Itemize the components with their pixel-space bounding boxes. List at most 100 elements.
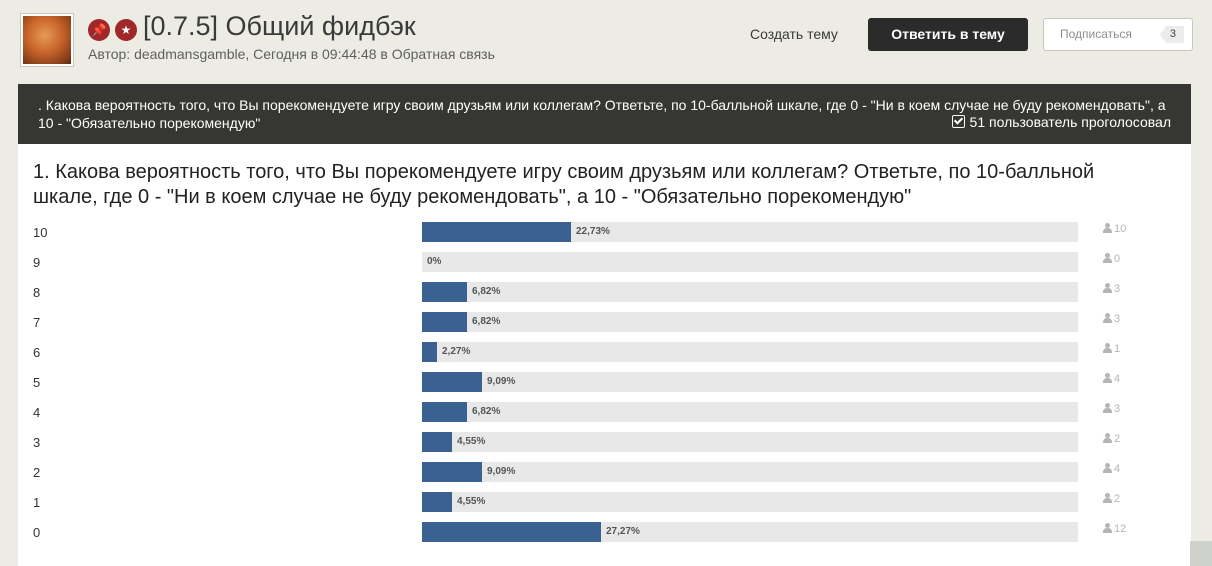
- user-icon: [1103, 253, 1112, 263]
- poll-option-vote-count: 4: [1114, 463, 1121, 475]
- poll-option-row: 1 4,55% 2: [18, 492, 1191, 522]
- user-icon: [1103, 433, 1112, 443]
- reply-button[interactable]: Ответить в тему: [868, 18, 1028, 51]
- poll-option-label: 5: [33, 375, 41, 390]
- poll-option-row: 5 9,09% 4: [18, 372, 1191, 402]
- poll-option-vote-count: 3: [1114, 403, 1121, 415]
- poll-option-row: 8 6,82% 3: [18, 282, 1191, 312]
- poll-option-row: 7 6,82% 3: [18, 312, 1191, 342]
- poll-bar-percent: 22,73%: [576, 226, 610, 237]
- poll-option-label: 2: [33, 465, 41, 480]
- poll-option-row: 10 22,73% 10: [18, 222, 1191, 252]
- user-icon: [1103, 343, 1112, 353]
- poll-bar-fill: [422, 462, 482, 482]
- poll-header-question: . Какова вероятность того, что Вы пореко…: [38, 97, 1166, 131]
- poll-option-label: 10: [33, 225, 48, 240]
- poll-option-votes: 1: [1103, 343, 1120, 355]
- subscribe-count-badge: 3: [1159, 26, 1184, 43]
- poll-option-votes: 2: [1103, 433, 1120, 445]
- poll-header: . Какова вероятность того, что Вы пореко…: [18, 84, 1191, 144]
- poll-bar-fill: [422, 372, 482, 392]
- poll-bar-percent: 6,82%: [472, 286, 501, 297]
- poll-bar-track: 22,73%: [422, 222, 1078, 242]
- poll-question: 1. Какова вероятность того, что Вы порек…: [33, 161, 1095, 208]
- poll-results: 1. Какова вероятность того, что Вы порек…: [18, 144, 1191, 566]
- poll-votes-summary: 51 пользователь проголосовал: [951, 114, 1171, 130]
- poll-bar-fill: [422, 522, 601, 542]
- user-icon: [1103, 403, 1112, 413]
- poll-option-votes: 3: [1103, 313, 1120, 325]
- poll-option-votes: 4: [1103, 373, 1120, 385]
- poll-option-label: 3: [33, 435, 41, 450]
- poll-option-label: 1: [33, 495, 41, 510]
- poll-option-votes: 4: [1103, 463, 1120, 475]
- poll-bar-track: 4,55%: [422, 432, 1078, 452]
- poll-bar-percent: 6,82%: [472, 316, 501, 327]
- poll-bar-fill: [422, 312, 467, 332]
- poll-option-vote-count: 10: [1114, 223, 1127, 235]
- topic-title: [0.7.5] Общий фидбэк: [143, 11, 416, 41]
- author-avatar[interactable]: [20, 13, 74, 67]
- poll-bar-percent: 6,82%: [472, 406, 501, 417]
- user-icon: [1103, 373, 1112, 383]
- user-icon: [1103, 493, 1112, 503]
- checkbox-icon: [951, 115, 965, 128]
- poll-bar-percent: 9,09%: [487, 376, 516, 387]
- poll-bar-track: 2,27%: [422, 342, 1078, 362]
- poll-bar-track: 0%: [422, 252, 1078, 272]
- poll-bar-track: 6,82%: [422, 282, 1078, 302]
- poll-bar-fill: [422, 282, 467, 302]
- poll-option-label: 4: [33, 405, 41, 420]
- poll-option-row: 6 2,27% 1: [18, 342, 1191, 372]
- poll-option-vote-count: 0: [1114, 253, 1121, 265]
- poll-options-list: 10 22,73% 10 9 0% 0 8 6,82% 3 7 6,82% 3 6 2,27% 1 5 9,09…: [18, 222, 1191, 552]
- poll-option-votes: 10: [1103, 223, 1126, 235]
- poll-option-vote-count: 4: [1114, 373, 1121, 385]
- subscribe-button[interactable]: Подписаться 3: [1043, 18, 1193, 51]
- poll-option-votes: 0: [1103, 253, 1120, 265]
- poll-bar-percent: 0%: [427, 256, 442, 267]
- poll-option-vote-count: 3: [1114, 313, 1121, 325]
- poll-votes-text: 51 пользователь проголосовал: [969, 114, 1171, 130]
- poll-bar-fill: [422, 432, 452, 452]
- poll-option-votes: 2: [1103, 493, 1120, 505]
- topic-meta: Автор: deadmansgamble, Сегодня в 09:44:4…: [88, 46, 495, 62]
- pin-icon: 📌: [88, 19, 110, 41]
- subscribe-label: Подписаться: [1060, 27, 1132, 41]
- poll-option-row: 9 0% 0: [18, 252, 1191, 282]
- poll-bar-percent: 27,27%: [606, 526, 640, 537]
- poll-option-vote-count: 3: [1114, 283, 1121, 295]
- poll-option-vote-count: 2: [1114, 493, 1121, 505]
- user-icon: [1103, 283, 1112, 293]
- star-icon: ★: [115, 19, 137, 41]
- poll-bar-percent: 4,55%: [457, 496, 486, 507]
- poll-bar-fill: [422, 492, 452, 512]
- poll-bar-track: 27,27%: [422, 522, 1078, 542]
- poll-bar-track: 4,55%: [422, 492, 1078, 512]
- user-icon: [1103, 523, 1112, 533]
- poll-bar-percent: 2,27%: [442, 346, 471, 357]
- poll-option-votes: 3: [1103, 403, 1120, 415]
- poll-bar-fill: [422, 342, 437, 362]
- poll-bar-track: 9,09%: [422, 372, 1078, 392]
- poll-option-label: 6: [33, 345, 41, 360]
- scroll-to-top-button[interactable]: [1190, 541, 1212, 566]
- poll-option-label: 0: [33, 525, 41, 540]
- poll-bar-track: 9,09%: [422, 462, 1078, 482]
- poll-bar-track: 6,82%: [422, 402, 1078, 422]
- poll-option-label: 9: [33, 255, 41, 270]
- poll-option-row: 2 9,09% 4: [18, 462, 1191, 492]
- poll-bar-fill: [422, 222, 571, 242]
- poll-bar-track: 6,82%: [422, 312, 1078, 332]
- user-icon: [1103, 223, 1112, 233]
- user-icon: [1103, 463, 1112, 473]
- poll-bar-percent: 4,55%: [457, 436, 486, 447]
- poll-bar-fill: [422, 402, 467, 422]
- poll-option-vote-count: 12: [1114, 523, 1127, 535]
- poll-option-vote-count: 1: [1114, 343, 1121, 355]
- poll-bar-percent: 9,09%: [487, 466, 516, 477]
- create-topic-link[interactable]: Создать тему: [750, 26, 838, 42]
- poll-option-row: 4 6,82% 3: [18, 402, 1191, 432]
- poll-option-label: 7: [33, 315, 41, 330]
- poll-option-label: 8: [33, 285, 41, 300]
